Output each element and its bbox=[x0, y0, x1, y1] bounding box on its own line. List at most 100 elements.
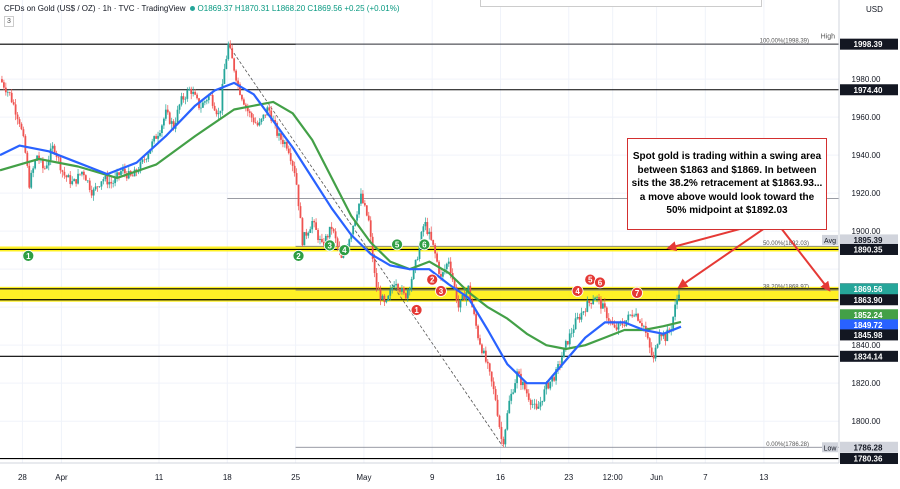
candle-body bbox=[395, 284, 397, 286]
candle-body bbox=[122, 168, 124, 172]
candle-body bbox=[305, 232, 308, 236]
candle-body bbox=[650, 347, 653, 355]
candle-body bbox=[313, 221, 316, 223]
candle-body bbox=[79, 173, 81, 175]
green-marker-dot bbox=[292, 249, 305, 262]
candle-body bbox=[108, 181, 111, 185]
candle-body bbox=[564, 341, 567, 348]
annotation-text: Spot gold is trading within a swing area… bbox=[631, 151, 823, 217]
candle-body bbox=[71, 181, 74, 185]
candle-body bbox=[196, 94, 198, 99]
candle-body bbox=[646, 332, 649, 339]
candle-body bbox=[4, 87, 7, 93]
candle-body bbox=[547, 382, 550, 389]
candle-body bbox=[356, 214, 358, 221]
annotation-box: Spot gold is trading within a swing area… bbox=[627, 138, 827, 230]
candle-body bbox=[213, 105, 216, 111]
candle-body bbox=[445, 263, 448, 270]
candle-body bbox=[367, 215, 370, 221]
candle-body bbox=[328, 226, 331, 238]
candle-body bbox=[397, 284, 399, 290]
candle-body bbox=[424, 221, 427, 227]
candle-body bbox=[211, 95, 214, 106]
candle-body bbox=[299, 206, 302, 219]
candle-body bbox=[494, 389, 497, 400]
annotation-arrow bbox=[666, 226, 747, 252]
candle-body bbox=[254, 122, 257, 124]
candle-body bbox=[488, 363, 491, 372]
candle-body bbox=[432, 239, 435, 245]
candle-body bbox=[641, 323, 643, 327]
green-marker-label: 3 bbox=[328, 241, 333, 250]
candle-body bbox=[586, 301, 589, 312]
candle-body bbox=[159, 132, 161, 136]
candle-body bbox=[75, 179, 77, 184]
candle-body bbox=[84, 175, 87, 181]
candle-body bbox=[354, 220, 357, 226]
candle-body bbox=[172, 121, 175, 129]
red-marker-label: 2 bbox=[430, 276, 435, 285]
candle-body bbox=[561, 357, 563, 365]
candle-body bbox=[166, 109, 169, 113]
time-axis: 28 Apr 11 18 25 May 9 16 23 12:00 Jun 7 13 bbox=[0, 462, 839, 482]
candle-body bbox=[379, 289, 382, 300]
candle-body bbox=[110, 181, 113, 184]
candle-body bbox=[139, 162, 142, 172]
candle-body bbox=[551, 377, 554, 382]
candle-body bbox=[666, 329, 669, 342]
candle-body bbox=[660, 334, 663, 337]
candle-body bbox=[642, 326, 645, 327]
candle-body bbox=[250, 113, 253, 118]
price-tick-label: 1820.00 bbox=[852, 379, 881, 388]
candle-body bbox=[654, 347, 657, 359]
candle-body bbox=[209, 94, 212, 96]
price-label-box bbox=[840, 234, 898, 246]
candle-body bbox=[365, 205, 368, 216]
candle-body bbox=[543, 389, 546, 401]
price-label-text: 1998.39 bbox=[854, 40, 883, 49]
candle-body bbox=[633, 315, 636, 317]
candle-body bbox=[131, 175, 134, 177]
candle-body bbox=[362, 193, 364, 204]
candle-body bbox=[537, 406, 540, 409]
candle-body bbox=[262, 114, 265, 119]
green-marker-dot bbox=[22, 249, 35, 262]
candle-body bbox=[434, 244, 437, 254]
candle-body bbox=[12, 102, 15, 105]
candle-body bbox=[45, 165, 48, 169]
candles bbox=[1, 40, 680, 448]
candle-body bbox=[590, 302, 593, 305]
candle-body bbox=[605, 307, 608, 319]
candle-body bbox=[576, 317, 579, 319]
time-tick-label: 23 bbox=[564, 473, 573, 482]
candle-body bbox=[533, 403, 536, 405]
candle-body bbox=[30, 172, 33, 188]
price-label-box bbox=[840, 294, 898, 306]
candle-body bbox=[190, 88, 193, 94]
candle-body bbox=[578, 317, 581, 320]
candle-body bbox=[223, 68, 226, 84]
candle-body bbox=[568, 333, 571, 345]
candle-body bbox=[295, 173, 298, 185]
fib-level-label: 100.00%(1998.39) bbox=[760, 39, 809, 45]
candle-body bbox=[270, 110, 273, 121]
green-marker-dot bbox=[338, 244, 351, 257]
green-marker: 4 bbox=[338, 244, 351, 257]
candle-body bbox=[264, 114, 267, 116]
candle-body bbox=[514, 383, 517, 393]
candle-body bbox=[151, 141, 154, 150]
indicator-count-badge[interactable]: 3 bbox=[4, 16, 14, 27]
candle-body bbox=[100, 181, 103, 187]
trend-diagonal-line bbox=[227, 44, 503, 447]
candle-body bbox=[440, 273, 442, 277]
candle-body bbox=[321, 238, 323, 242]
candle-body bbox=[309, 229, 312, 233]
candle-body bbox=[621, 322, 624, 326]
candle-body bbox=[555, 369, 557, 381]
candle-body bbox=[24, 136, 27, 153]
candle-body bbox=[16, 114, 19, 120]
candle-body bbox=[416, 259, 419, 260]
candle-body bbox=[170, 121, 173, 124]
candle-body bbox=[678, 294, 680, 299]
